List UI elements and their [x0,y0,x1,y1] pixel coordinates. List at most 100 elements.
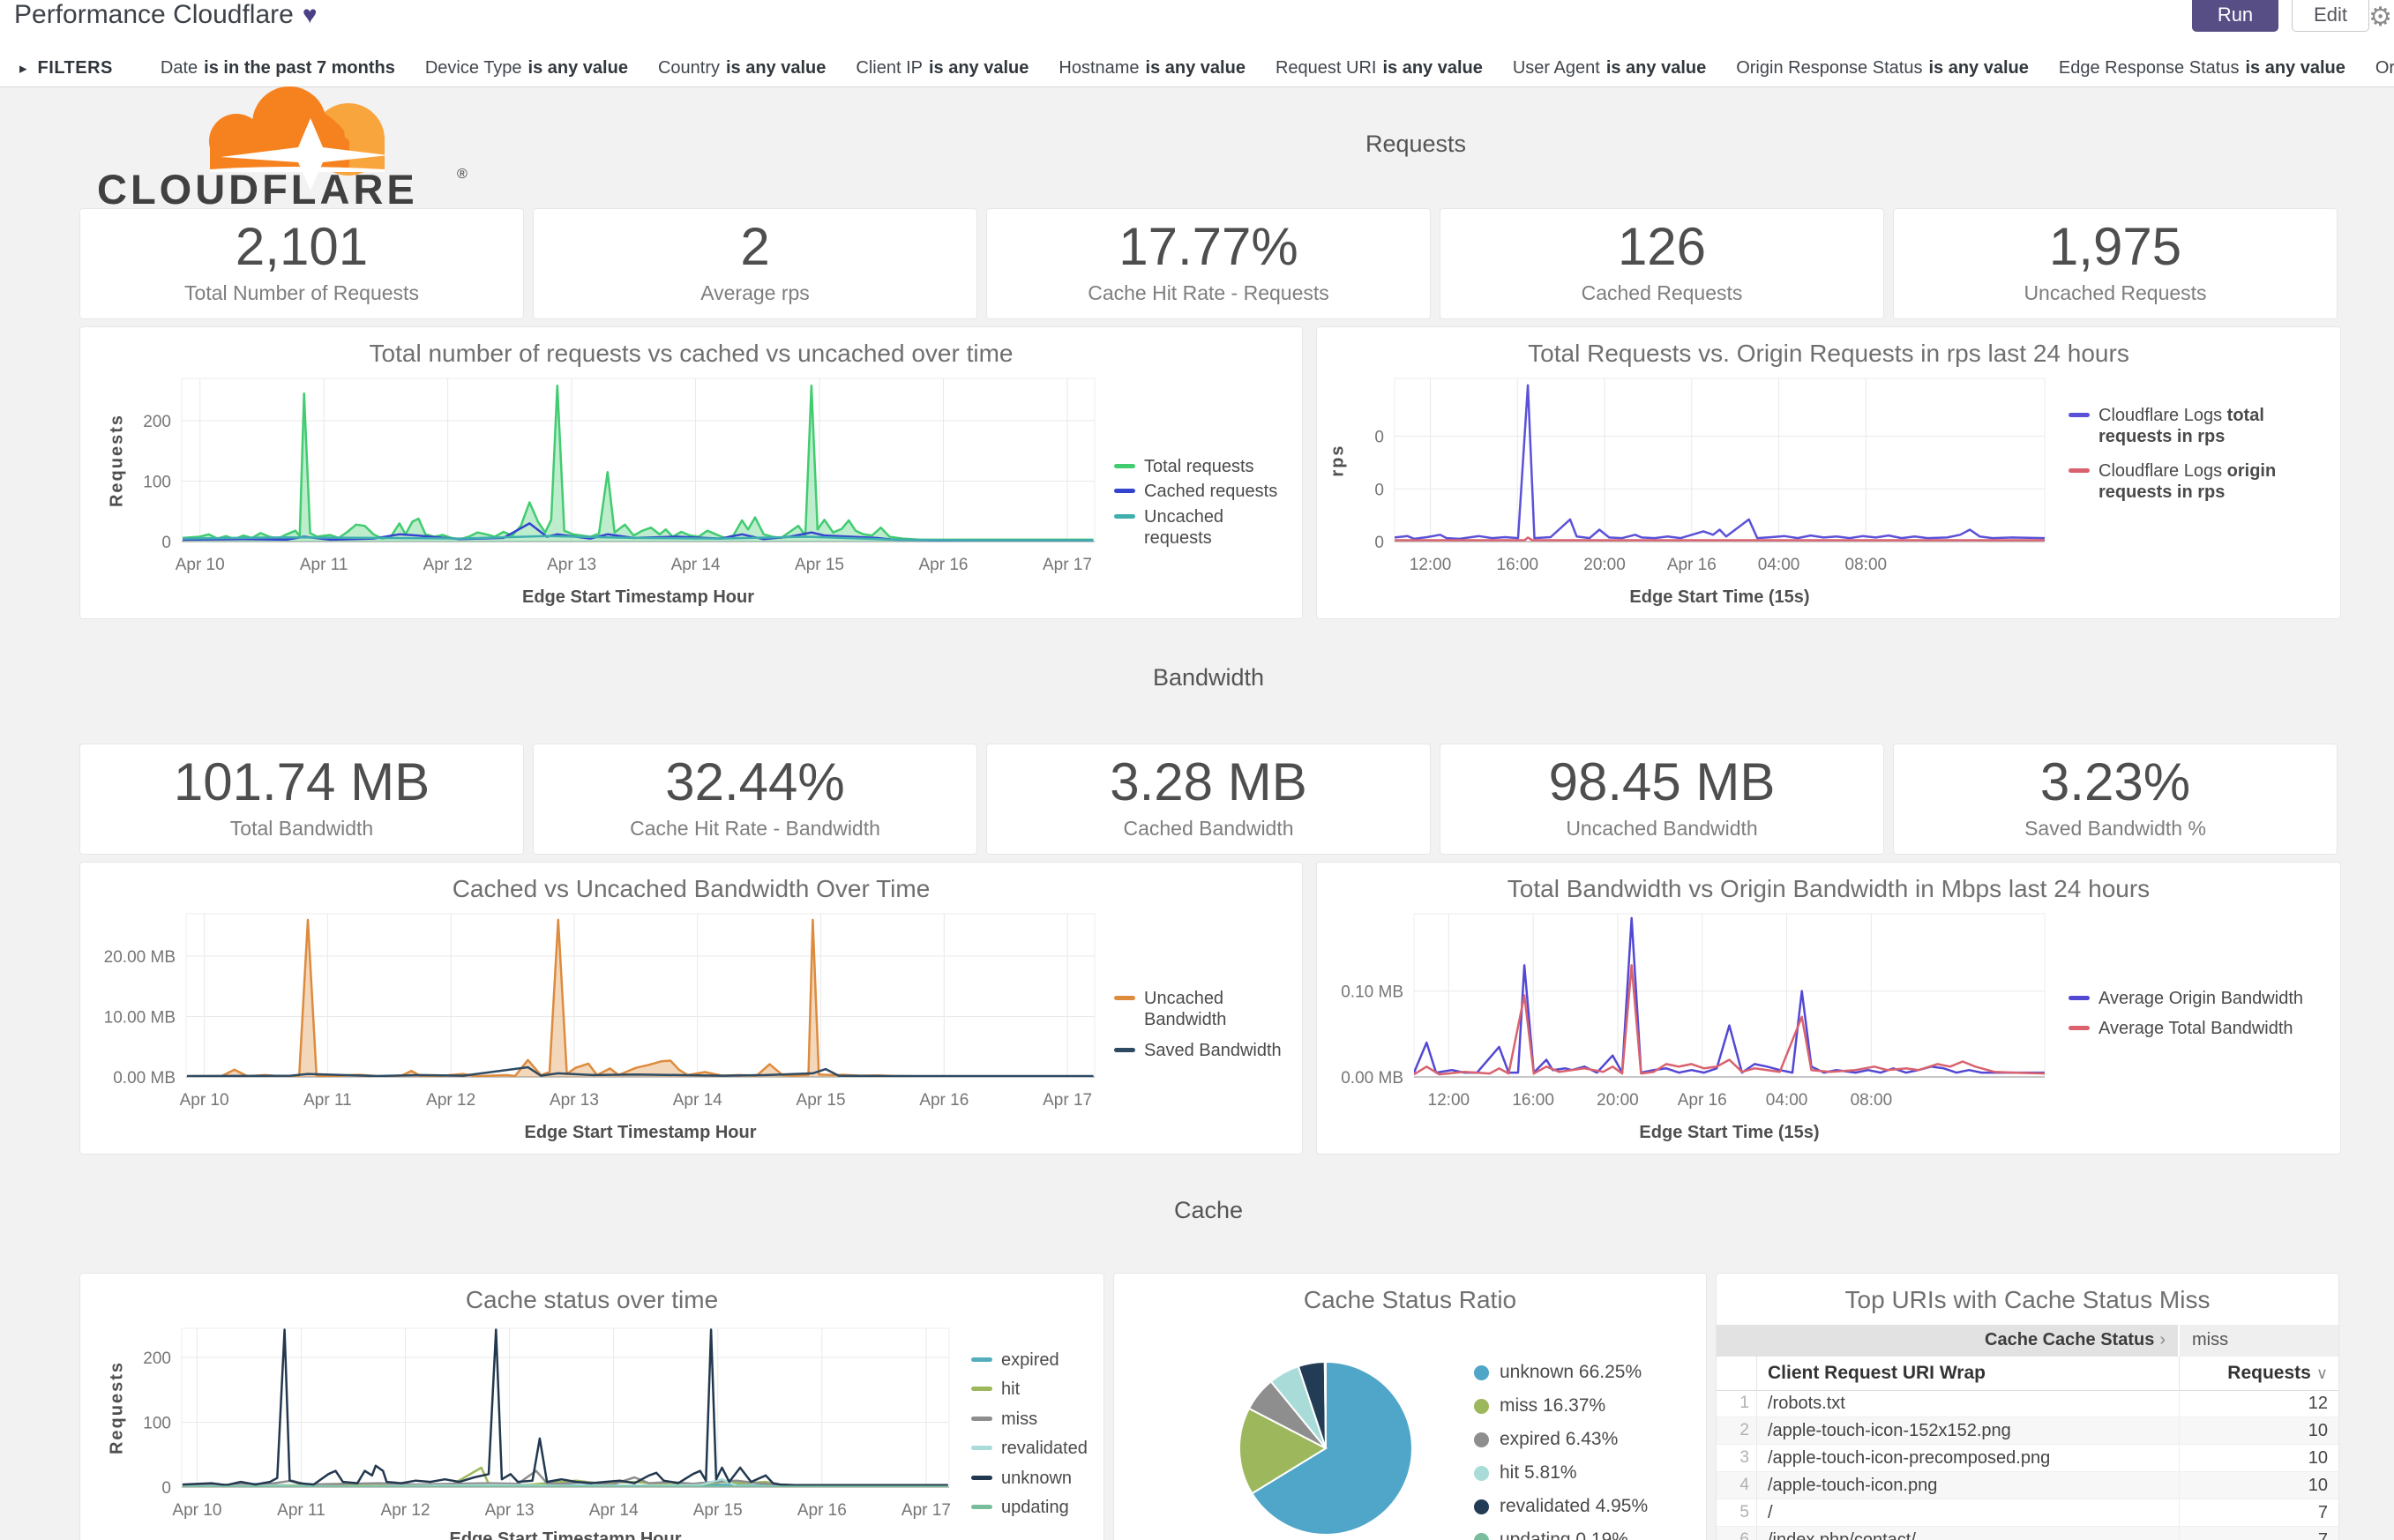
legend-item[interactable]: updating [971,1497,1103,1518]
legend-swatch [971,1504,992,1509]
kpi-label: Uncached Requests [2024,281,2207,304]
requests_over_time-plot: Apr 10 Apr 11 Apr 12 Apr 13 Apr 14 Apr 15 Apr … [143,378,1096,574]
chart-title: Total number of requests vs cached vs un… [369,340,1014,367]
legend-item[interactable]: miss [971,1409,1103,1430]
table-row[interactable]: 4/apple-touch-icon.png 10 [1717,1472,2338,1499]
svg-text:Apr 13: Apr 13 [485,1501,535,1520]
legend-item[interactable]: Average Total Bandwidth [2069,1018,2333,1039]
row-number: 1 [1717,1390,1757,1417]
table-row[interactable]: 5/ 7 [1717,1499,2338,1527]
svg-text:12:00: 12:00 [1410,556,1452,574]
svg-text:04:00: 04:00 [1758,556,1800,574]
y-axis-title: Requests [107,413,127,507]
legend-dot [1474,1364,1489,1380]
cloudflare-wordmark: CLOUDFLARE [97,166,418,208]
legend-item[interactable]: revalidated 4.95% [1474,1496,1648,1517]
svg-text:0.10 MB: 0.10 MB [1341,983,1403,1002]
legend-item[interactable]: Cloudflare Logs origin requests in rps [2069,460,2324,504]
legend-label-bold: total requests in rps [2098,406,2264,447]
x-axis-title: Edge Start Timestamp Hour [449,1529,682,1540]
svg-text:0: 0 [1374,534,1384,552]
legend-item[interactable]: unknown 66.25% [1474,1362,1648,1383]
table-pivot-band: Cache Cache Status › miss [1717,1325,2338,1357]
svg-text:Apr 11: Apr 11 [277,1501,325,1520]
legend-label: Cloudflare Logs origin requests in rps [2098,460,2277,503]
row-number: 2 [1717,1417,1757,1444]
svg-text:Apr 16: Apr 16 [1667,556,1717,574]
table-row[interactable]: 3/apple-touch-icon-precomposed.png 10 [1717,1445,2338,1472]
legend-label: Average Origin Bandwidth [2098,989,2303,1008]
chart-legend: Uncached Bandwidth Saved Bandwidth [1114,988,1302,1070]
svg-text:10.00 MB: 10.00 MB [104,1008,176,1027]
legend-item[interactable]: Cloudflare Logs total requests in rps [2069,405,2324,448]
filters-expander-icon[interactable]: ▸ [19,59,27,77]
legend-item[interactable]: revalidated [971,1438,1103,1459]
pivot-field-label[interactable]: Cache Cache Status › [1717,1325,2180,1357]
legend-item[interactable]: Cached requests [1114,481,1295,502]
column-header-requests[interactable]: Requests ∨ [2180,1357,2338,1390]
legend-item[interactable]: Saved Bandwidth [1114,1040,1302,1061]
table-row[interactable]: 6/index.php/contact/7 [1717,1527,2338,1540]
legend-item[interactable]: miss 16.37% [1474,1395,1648,1417]
svg-text:200: 200 [143,1349,171,1368]
filter-item[interactable]: Request URI is any value [1276,58,1483,78]
legend-item[interactable]: expired 6.43% [1474,1429,1648,1450]
x-axis-title: Edge Start Timestamp Hour [524,1123,757,1142]
legend-item[interactable]: hit 5.81% [1474,1462,1648,1484]
filter-item[interactable]: Hostname is any value [1059,58,1246,78]
filter-item[interactable]: Device Type is any value [425,58,628,78]
kpi-label: Cached Requests [1581,281,1743,304]
legend-item[interactable]: expired [971,1349,1103,1371]
filter-item[interactable]: User Agent is any value [1513,58,1706,78]
svg-text:20:00: 20:00 [1597,1091,1639,1110]
legend-item[interactable]: updating 0.19% [1474,1529,1648,1540]
svg-text:Apr 11: Apr 11 [300,556,348,574]
svg-text:0: 0 [161,534,171,552]
row-uri: /apple-touch-icon-152x152.png [1757,1417,2180,1444]
legend-item[interactable]: unknown [971,1468,1103,1489]
svg-text:Apr 14: Apr 14 [671,556,721,574]
cloudflare-logo: CLOUDFLARE ® [88,85,494,213]
run-button[interactable]: Run [2192,0,2278,32]
table-row[interactable]: 1/robots.txt 12 [1717,1390,2338,1417]
legend-swatch [971,1416,992,1421]
filter-field: User Agent [1512,58,1600,78]
chart-card-cache-status-ratio: Cache Status Ratio unknown 66.25% miss 16… [1113,1273,1707,1540]
section-title-requests: Requests [1365,131,1467,157]
legend-dot [1474,1398,1489,1414]
column-header-uri[interactable]: Client Request URI Wrap [1757,1357,2180,1390]
kpi-tile: 3.23% Saved Bandwidth % [1893,744,2338,855]
chart-title: Total Bandwidth vs Origin Bandwidth in M… [1507,875,2151,902]
legend-swatch [1114,489,1135,494]
filter-condition: is any value [2245,58,2345,78]
filter-item[interactable]: Origin Response Status is any value [1736,58,2029,78]
chevron-right-icon: › [2159,1330,2166,1349]
svg-text:04:00: 04:00 [1766,1091,1808,1110]
filter-item[interactable]: Country is any value [658,58,826,78]
legend-item[interactable]: Uncached Bandwidth [1114,988,1302,1031]
kpi-row-bandwidth: 101.74 MB Total Bandwidth 32.44% Cache Hit … [79,744,2338,855]
chart-title: Cache status over time [465,1286,719,1313]
filter-item[interactable]: Date is in the past 7 months [161,58,395,78]
gear-icon[interactable]: ⚙ [2368,3,2392,32]
filters-label[interactable]: FILTERS [37,58,113,78]
filter-condition: is any value [1928,58,2029,78]
kpi-label: Total Number of Requests [184,281,419,304]
kpi-tile: 2 Average rps [533,208,977,319]
legend-item[interactable]: Total requests [1114,456,1295,477]
legend-item[interactable]: Average Origin Bandwidth [2069,988,2333,1009]
legend-label: Total requests [1144,457,1254,476]
svg-text:Apr 15: Apr 15 [797,1091,846,1110]
svg-text:Apr 16: Apr 16 [918,556,968,574]
edit-button[interactable]: Edit [2292,0,2369,32]
filter-item[interactable]: Client IP is any value [856,58,1029,78]
table-row[interactable]: 2/apple-touch-icon-152x152.png 10 [1717,1417,2338,1445]
legend-label-bold: origin requests in rps [2098,460,2277,503]
filter-item[interactable]: Edge Response Status is any value [2059,58,2345,78]
svg-text:100: 100 [143,473,171,491]
legend-item[interactable]: hit [971,1379,1103,1400]
legend-item[interactable]: Uncached requests [1114,506,1295,549]
filter-condition: is any value [928,58,1029,78]
